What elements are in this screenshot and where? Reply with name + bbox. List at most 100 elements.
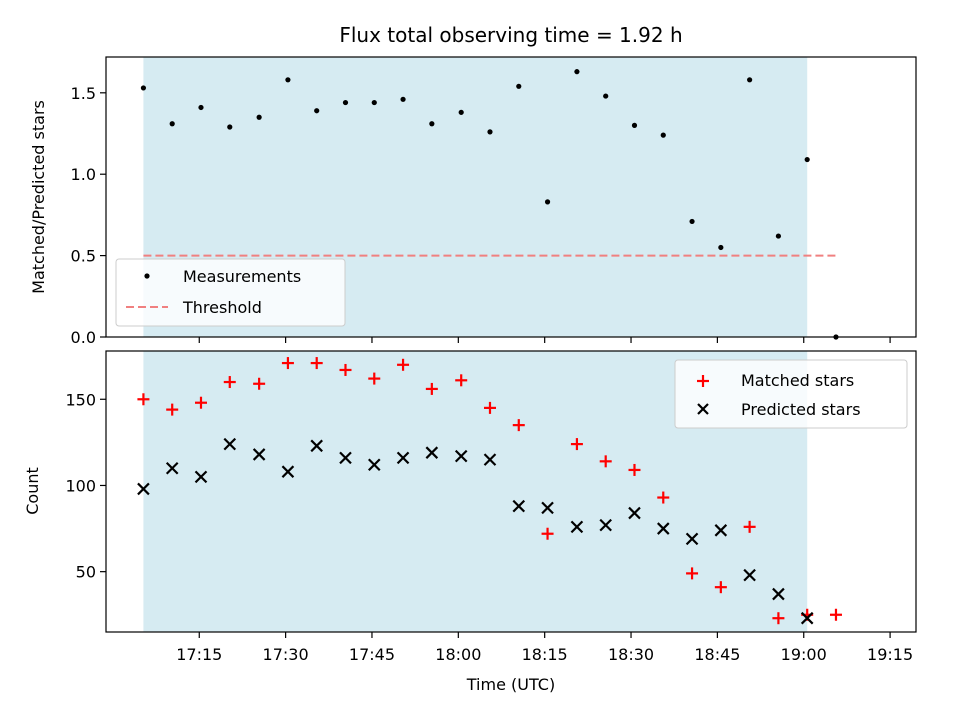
predicted-star-point: [656, 522, 670, 535]
matched-star-point: [512, 419, 525, 432]
top-y-tick-label: 0.0: [71, 328, 96, 347]
predicted-star-point: [425, 446, 439, 459]
predicted-star-point: [223, 437, 237, 451]
predicted-star-point: [454, 449, 468, 463]
legend-measurements-marker: [144, 273, 150, 279]
bottom-panel-ylabel: Count: [23, 467, 42, 515]
measurement-point: [169, 121, 175, 127]
measurement-point: [429, 121, 435, 127]
bottom-panel-matched-points: [137, 357, 842, 625]
predicted-star-point: [714, 524, 728, 537]
predicted-star-point: [743, 568, 756, 582]
matched-star-point: [194, 396, 207, 409]
bottom-legend: Matched stars Predicted stars: [674, 359, 908, 429]
top-y-tick-label: 1.0: [71, 165, 96, 184]
measurement-point: [660, 132, 666, 138]
legend-threshold-label: Threshold: [182, 298, 262, 317]
top-y-tick-label: 0.5: [71, 247, 96, 266]
top-panel-frame: [105, 56, 917, 338]
x-tick-label: 17:30: [263, 645, 309, 664]
x-tick-label: 19:00: [781, 645, 827, 664]
matched-star-point: [425, 382, 438, 395]
measurement-point: [544, 199, 551, 205]
matched-star-point: [281, 357, 294, 370]
matched-star-point: [743, 520, 756, 533]
measurement-point: [371, 99, 377, 106]
matched-star-point: [541, 527, 554, 540]
matched-star-point: [686, 567, 699, 580]
matched-star-point: [137, 393, 150, 406]
matched-star-point: [714, 581, 727, 594]
measurement-point: [400, 96, 406, 102]
x-tick-label: 19:15: [867, 645, 913, 664]
legend-predicted-marker: [697, 403, 709, 415]
measurement-point: [718, 244, 724, 251]
x-tick-label: 17:45: [349, 645, 395, 664]
predicted-star-point: [628, 506, 641, 520]
measurement-point: [314, 108, 320, 114]
bottom-y-tick-label: 150: [65, 390, 96, 409]
x-tick-label: 18:30: [608, 645, 654, 664]
x-tick-label: 18:15: [522, 645, 568, 664]
measurement-point: [285, 77, 291, 83]
bottom-y-tick-label: 50: [76, 563, 96, 582]
predicted-star-point: [541, 501, 554, 515]
legend-matched-label: Matched stars: [741, 371, 854, 390]
matched-star-point: [483, 401, 496, 414]
top-panel-ylabel: Matched/Predicted stars: [29, 100, 48, 294]
matched-star-point: [253, 377, 266, 390]
matched-star-point: [628, 463, 641, 476]
measurement-point: [342, 99, 349, 106]
x-tick-label: 18:00: [435, 645, 481, 664]
top-panel-x-ticks: [198, 337, 891, 343]
measurement-point: [603, 93, 609, 99]
predicted-star-point: [137, 482, 150, 496]
matched-star-point: [570, 438, 583, 451]
matched-star-point: [310, 357, 323, 370]
bottom-panel-y-ticks: 50 100 150: [65, 390, 106, 582]
matched-star-point: [455, 374, 468, 387]
predicted-star-point: [252, 448, 266, 461]
x-tick-label: 17:15: [176, 645, 222, 664]
matched-star-point: [368, 372, 381, 385]
x-tick-label: 18:45: [694, 645, 740, 664]
measurement-point: [227, 124, 233, 130]
predicted-star-point: [281, 465, 295, 478]
predicted-star-point: [367, 458, 381, 472]
matched-star-point: [657, 491, 670, 504]
top-legend: Measurements Threshold: [115, 258, 346, 327]
measurement-point: [516, 83, 522, 89]
predicted-star-point: [800, 611, 814, 625]
predicted-star-point: [483, 453, 497, 466]
legend-predicted-label: Predicted stars: [741, 400, 861, 419]
predicted-star-point: [570, 520, 584, 534]
legend-measurements-label: Measurements: [183, 267, 301, 286]
measurement-point: [487, 129, 493, 135]
bottom-panel: 50 100 150 17:15 17:30 17:45 18:00 18:15 18:30 1…: [23, 350, 917, 694]
matched-star-point: [339, 363, 352, 376]
predicted-star-point: [512, 499, 526, 513]
measurement-point: [747, 77, 753, 83]
matched-star-point: [397, 358, 410, 371]
matched-star-point: [166, 403, 179, 416]
predicted-star-point: [310, 439, 323, 453]
top-panel-points: [140, 69, 839, 340]
matched-star-point: [599, 455, 612, 468]
predicted-star-point: [165, 461, 179, 475]
predicted-star-point: [599, 518, 612, 532]
predicted-star-point: [685, 532, 699, 546]
top-panel-y-ticks: 0.0 0.5 1.0 1.5: [71, 84, 106, 347]
measurement-point: [198, 104, 204, 111]
matched-star-point: [829, 608, 842, 621]
measurement-point: [256, 114, 262, 120]
measurement-point: [804, 156, 810, 163]
top-y-tick-label: 1.5: [71, 84, 96, 103]
legend-matched-marker: [697, 375, 709, 387]
measurement-point: [140, 85, 147, 91]
matched-star-point: [772, 612, 785, 625]
bottom-panel-predicted-points: [137, 437, 814, 625]
bottom-y-tick-label: 100: [65, 476, 96, 495]
predicted-star-point: [339, 451, 352, 465]
measurement-point: [458, 109, 464, 115]
